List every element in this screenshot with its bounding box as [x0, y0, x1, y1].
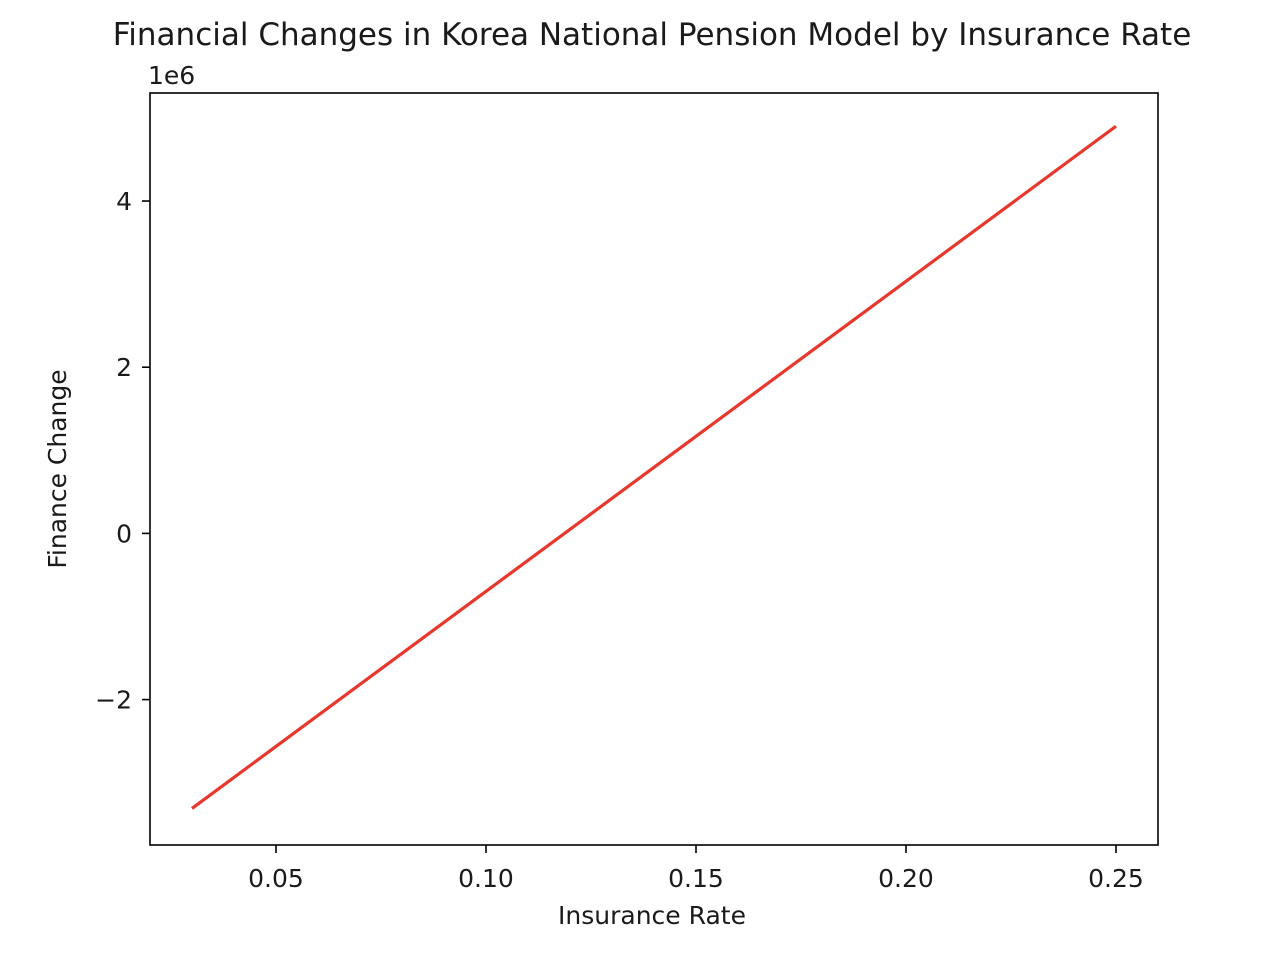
x-tick-label: 0.05 — [248, 864, 304, 893]
series-line — [191, 124, 1117, 810]
x-tick-label: 0.15 — [668, 864, 724, 893]
x-tick-label: 0.20 — [878, 864, 934, 893]
ticks-layer: 0.05 0.10 0.15 0.20 0.25 −2 0 2 4 — [95, 187, 1144, 893]
x-axis-label: Insurance Rate — [558, 901, 746, 930]
plot-frame — [149, 92, 1159, 846]
y-tick-label: 4 — [116, 187, 132, 216]
y-tick-label: 2 — [116, 353, 132, 382]
y-offset-label: 1e6 — [148, 61, 195, 90]
y-tick-label: −2 — [95, 686, 132, 715]
y-tick-label: 0 — [116, 519, 132, 548]
x-tick-label: 0.10 — [458, 864, 514, 893]
series-layer — [191, 124, 1117, 810]
x-tick-label: 0.25 — [1088, 864, 1144, 893]
y-axis-label: Finance Change — [43, 369, 72, 568]
chart-title: Financial Changes in Korea National Pens… — [113, 17, 1192, 53]
